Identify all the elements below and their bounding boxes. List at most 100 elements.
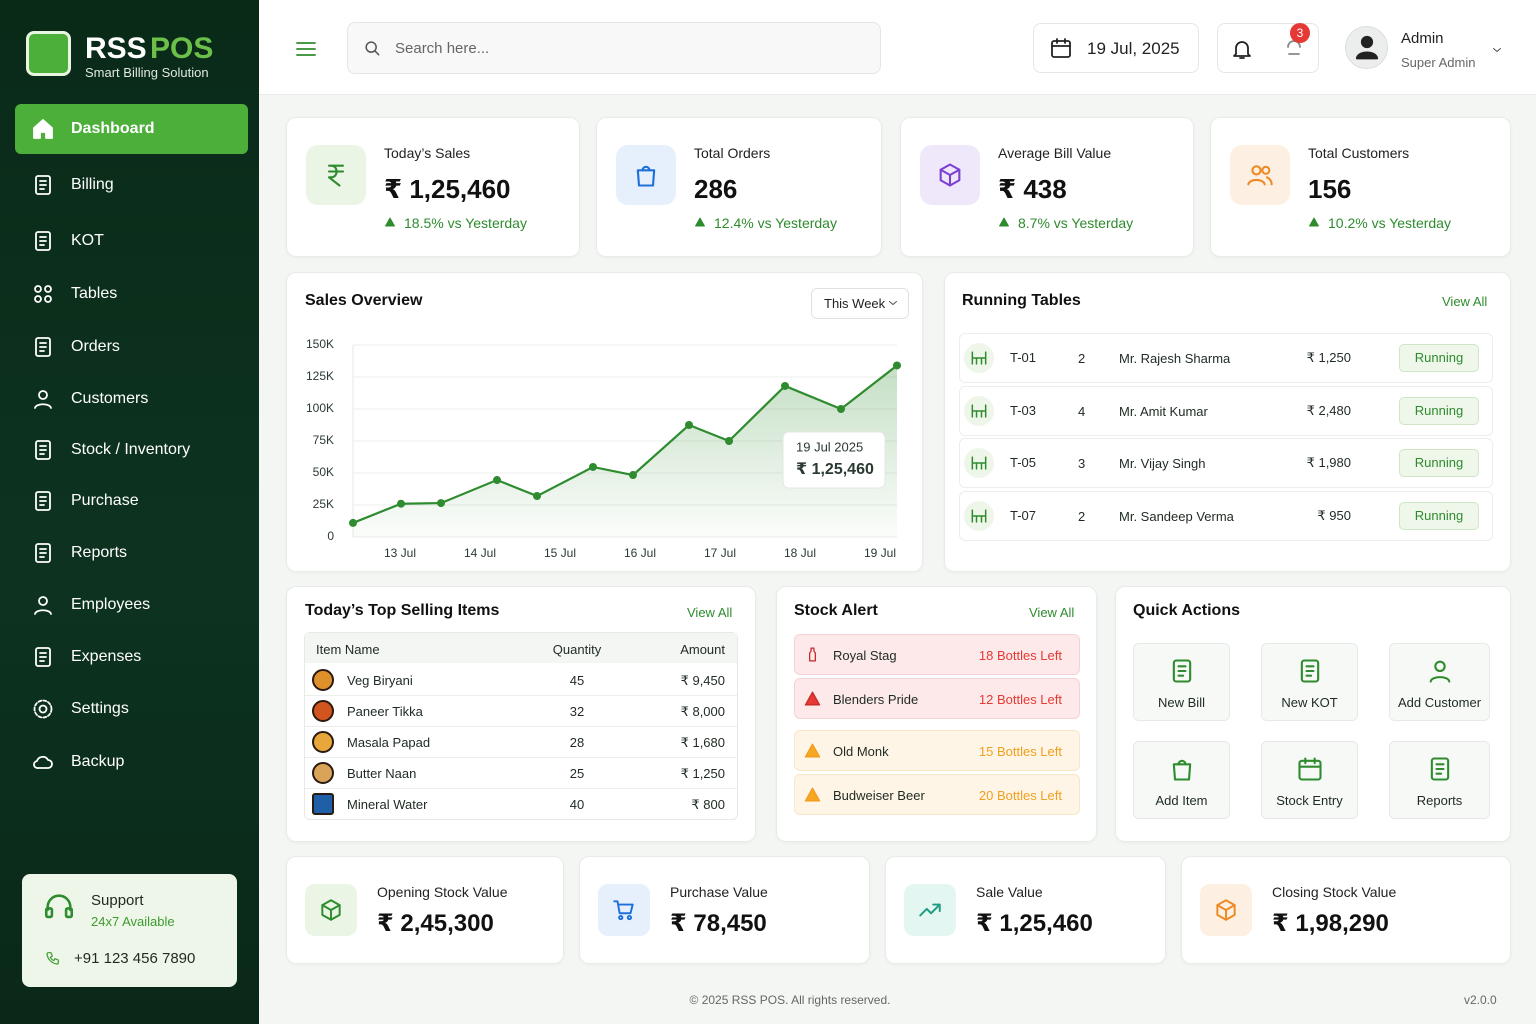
period-label[interactable]: This Week [824,296,886,311]
action-label[interactable]: New Bill [1158,695,1205,710]
search-icon [365,41,380,56]
menu-item[interactable]: Stock / Inventory [71,441,191,458]
action-label[interactable]: Reports [1416,793,1463,808]
kpi-icon [327,164,345,187]
alert-item: Budweiser Beer [833,788,925,803]
kpi-change: 10.2% vs Yesterday [1328,215,1451,231]
kpi-label: Total Orders [694,145,771,161]
view-all-link[interactable]: View All [687,605,733,620]
menu-item[interactable]: Expenses [71,648,142,665]
action-icon [1430,757,1449,781]
date-box[interactable] [1033,23,1199,73]
alert-icon [804,787,821,802]
phone-icon [46,952,59,965]
view-all-link[interactable]: View All [1029,605,1075,620]
section-title: Quick Actions [1133,602,1240,619]
alert-qty: 12 Bottles Left [978,692,1062,707]
item-qty: 25 [569,766,585,781]
summary-icon [919,903,941,917]
item-amount: ₹ 9,450 [680,673,725,688]
alert-icon [804,743,821,758]
menu-icon [34,390,52,409]
alert-row [794,678,1080,719]
item-qty: 32 [569,704,585,719]
menu-item[interactable]: KOT [71,232,104,249]
col-header: Item Name [316,642,380,657]
table-amount: ₹ 950 [1317,507,1351,523]
active-menu-bg [15,104,248,154]
item-name: Masala Papad [347,735,431,750]
table-guests: 2 [1078,351,1086,366]
summary-label: Purchase Value [670,884,768,900]
action-label[interactable]: Add Item [1155,793,1208,808]
menu-icon [35,491,51,511]
item-thumb [312,669,334,691]
kpi-label: Today’s Sales [384,145,471,161]
menu-icon [35,337,51,357]
action-button[interactable] [1389,643,1490,721]
user-name: Admin [1401,30,1444,47]
table-guests: 2 [1078,508,1086,524]
kpi-icon [636,165,656,187]
view-all-link[interactable]: View All [1442,294,1488,309]
item-amount: ₹ 800 [691,797,725,812]
period-select[interactable] [811,288,909,319]
alert-item: Blenders Pride [833,692,919,707]
table-amount: ₹ 1,980 [1306,455,1351,470]
row-divider [305,726,737,727]
item-qty: 40 [569,797,585,812]
menu-icon [35,647,51,667]
alert-item: Royal Stag [833,648,897,663]
table-no: T-01 [1010,350,1037,365]
alert-row [794,730,1080,771]
menu-icon [33,119,53,139]
menu-icon [35,440,51,460]
kpi-label: Total Customers [1308,145,1410,161]
table-icon [971,508,987,523]
menu-item[interactable]: Billing [71,176,114,193]
alert-icon [804,691,821,706]
kpi-icon-bg [616,145,676,205]
kpi-value: 286 [694,174,738,204]
menu-item[interactable]: Dashboard [71,120,155,137]
user-chevron [1493,48,1501,52]
action-label[interactable]: Stock Entry [1276,793,1343,808]
action-icon [1172,659,1191,683]
kpi-change: 18.5% vs Yesterday [404,215,527,231]
menu-item[interactable]: Employees [71,596,151,613]
search-box[interactable] [347,22,881,74]
menu-item[interactable]: Settings [71,700,129,717]
status-badge: Running [1399,344,1479,372]
item-thumb [312,762,334,784]
menu-item[interactable]: Backup [71,753,125,770]
action-label[interactable]: New KOT [1281,695,1338,710]
row-divider [305,695,737,696]
item-qty: 45 [569,673,585,688]
menu-icon [33,755,53,769]
table-no: T-05 [1010,455,1037,470]
menu-item[interactable]: Tables [71,285,118,302]
brand-name: RSS [85,32,147,65]
kpi-value: ₹ 438 [998,174,1067,204]
menu-item[interactable]: Customers [71,390,149,407]
alert-qty: 20 Bottles Left [978,788,1062,803]
summary-value: ₹ 78,450 [670,910,767,937]
kpi-change: 8.7% vs Yesterday [1018,215,1134,231]
brand-name-accent: POS [150,32,214,65]
brand-logo [26,31,71,76]
menu-item[interactable]: Purchase [71,492,139,509]
table-icon [971,351,987,365]
item-qty: 28 [569,735,585,750]
support-card [22,874,237,987]
action-icon [1300,659,1319,683]
notify-badge: 3 [1290,23,1310,43]
support-hours: 24x7 Available [91,914,175,929]
action-label[interactable]: Add Customer [1397,695,1482,710]
alert-qty: 18 Bottles Left [978,648,1062,663]
table-no: T-03 [1010,402,1037,418]
kpi-up [385,217,395,227]
top-items-card [286,586,756,842]
menu-item[interactable]: Orders [71,338,120,355]
menu-item[interactable]: Reports [71,544,128,561]
item-thumb [312,731,334,753]
